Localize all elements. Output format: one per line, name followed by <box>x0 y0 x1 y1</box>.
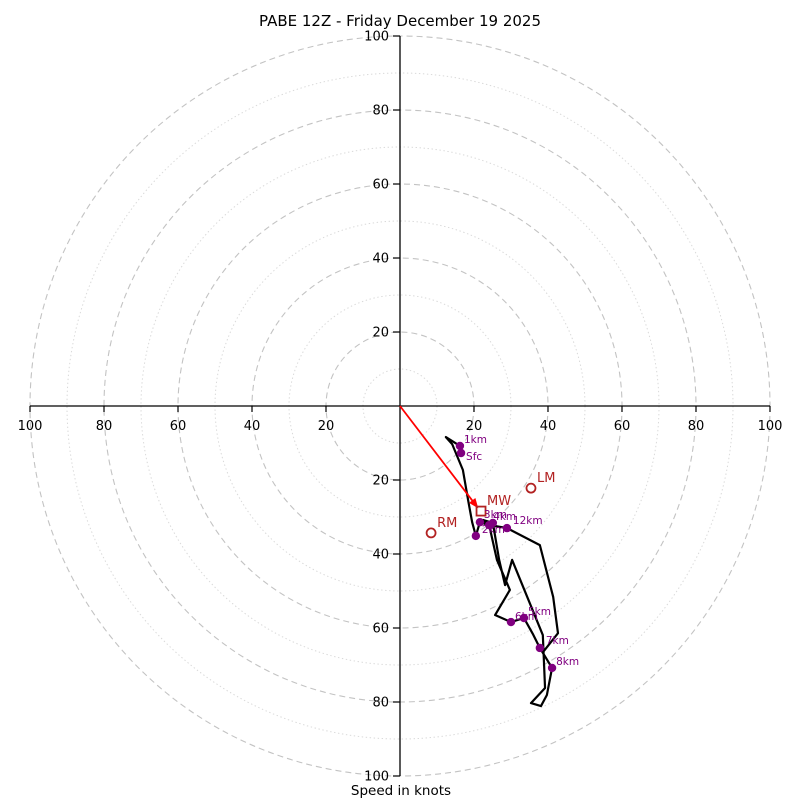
level-label: 7km <box>546 635 569 647</box>
tick-label: 40 <box>244 419 261 434</box>
level-label: 1km <box>464 434 487 446</box>
tick-label: 60 <box>372 622 389 637</box>
mw-marker-icon <box>475 505 487 517</box>
level-marker <box>502 523 512 533</box>
tick-label: 80 <box>96 419 113 434</box>
lm-marker-icon <box>525 482 537 494</box>
level-marker <box>519 613 529 623</box>
chart-title: PABE 12Z - Friday December 19 2025 <box>259 12 541 30</box>
level-marker <box>456 448 466 458</box>
level-marker <box>506 617 516 627</box>
tick-label: 100 <box>364 30 389 45</box>
rm-marker-label: RM <box>437 516 457 531</box>
level-label: 3km <box>484 509 507 521</box>
tick-label: 40 <box>372 252 389 267</box>
mw-marker-label: MW <box>487 494 511 509</box>
level-marker <box>475 517 485 527</box>
tick-label: 80 <box>372 104 389 119</box>
arrow-shaft <box>399 405 477 506</box>
tick-label: 60 <box>372 178 389 193</box>
tick-label: 100 <box>758 419 783 434</box>
tick-label: 100 <box>18 419 43 434</box>
tick-label: 80 <box>688 419 705 434</box>
level-label: 5km <box>528 606 551 618</box>
level-marker <box>535 643 545 653</box>
level-label: Sfc <box>466 451 482 463</box>
tick-label: 40 <box>372 548 389 563</box>
lm-marker-label: LM <box>537 471 555 486</box>
level-label: 8km <box>556 656 579 668</box>
level-label: 6km <box>515 611 538 623</box>
tick-label: 60 <box>170 419 187 434</box>
axis-ticks: 20 20 20 20 40 40 40 40 60 60 60 60 80 80 80 80 100 100 10… <box>18 30 783 785</box>
tick-label: 20 <box>318 419 335 434</box>
level-marker <box>471 531 481 541</box>
level-marker <box>547 663 557 673</box>
tick-label: 60 <box>614 419 631 434</box>
tick-label: 100 <box>364 770 389 785</box>
tick-label: 40 <box>540 419 557 434</box>
rm-marker-icon <box>425 527 437 539</box>
tick-label: 20 <box>372 326 389 341</box>
level-marker <box>455 441 465 451</box>
level-marker <box>488 518 498 528</box>
x-axis-label: Speed in knots <box>351 783 451 799</box>
tick-label: 20 <box>372 474 389 489</box>
level-label: 12km <box>513 515 543 527</box>
tick-label: 20 <box>466 419 483 434</box>
storm-motion-markers: RM LM MW <box>425 471 555 539</box>
level-label: 4km <box>493 511 516 523</box>
tick-label: 80 <box>372 696 389 711</box>
